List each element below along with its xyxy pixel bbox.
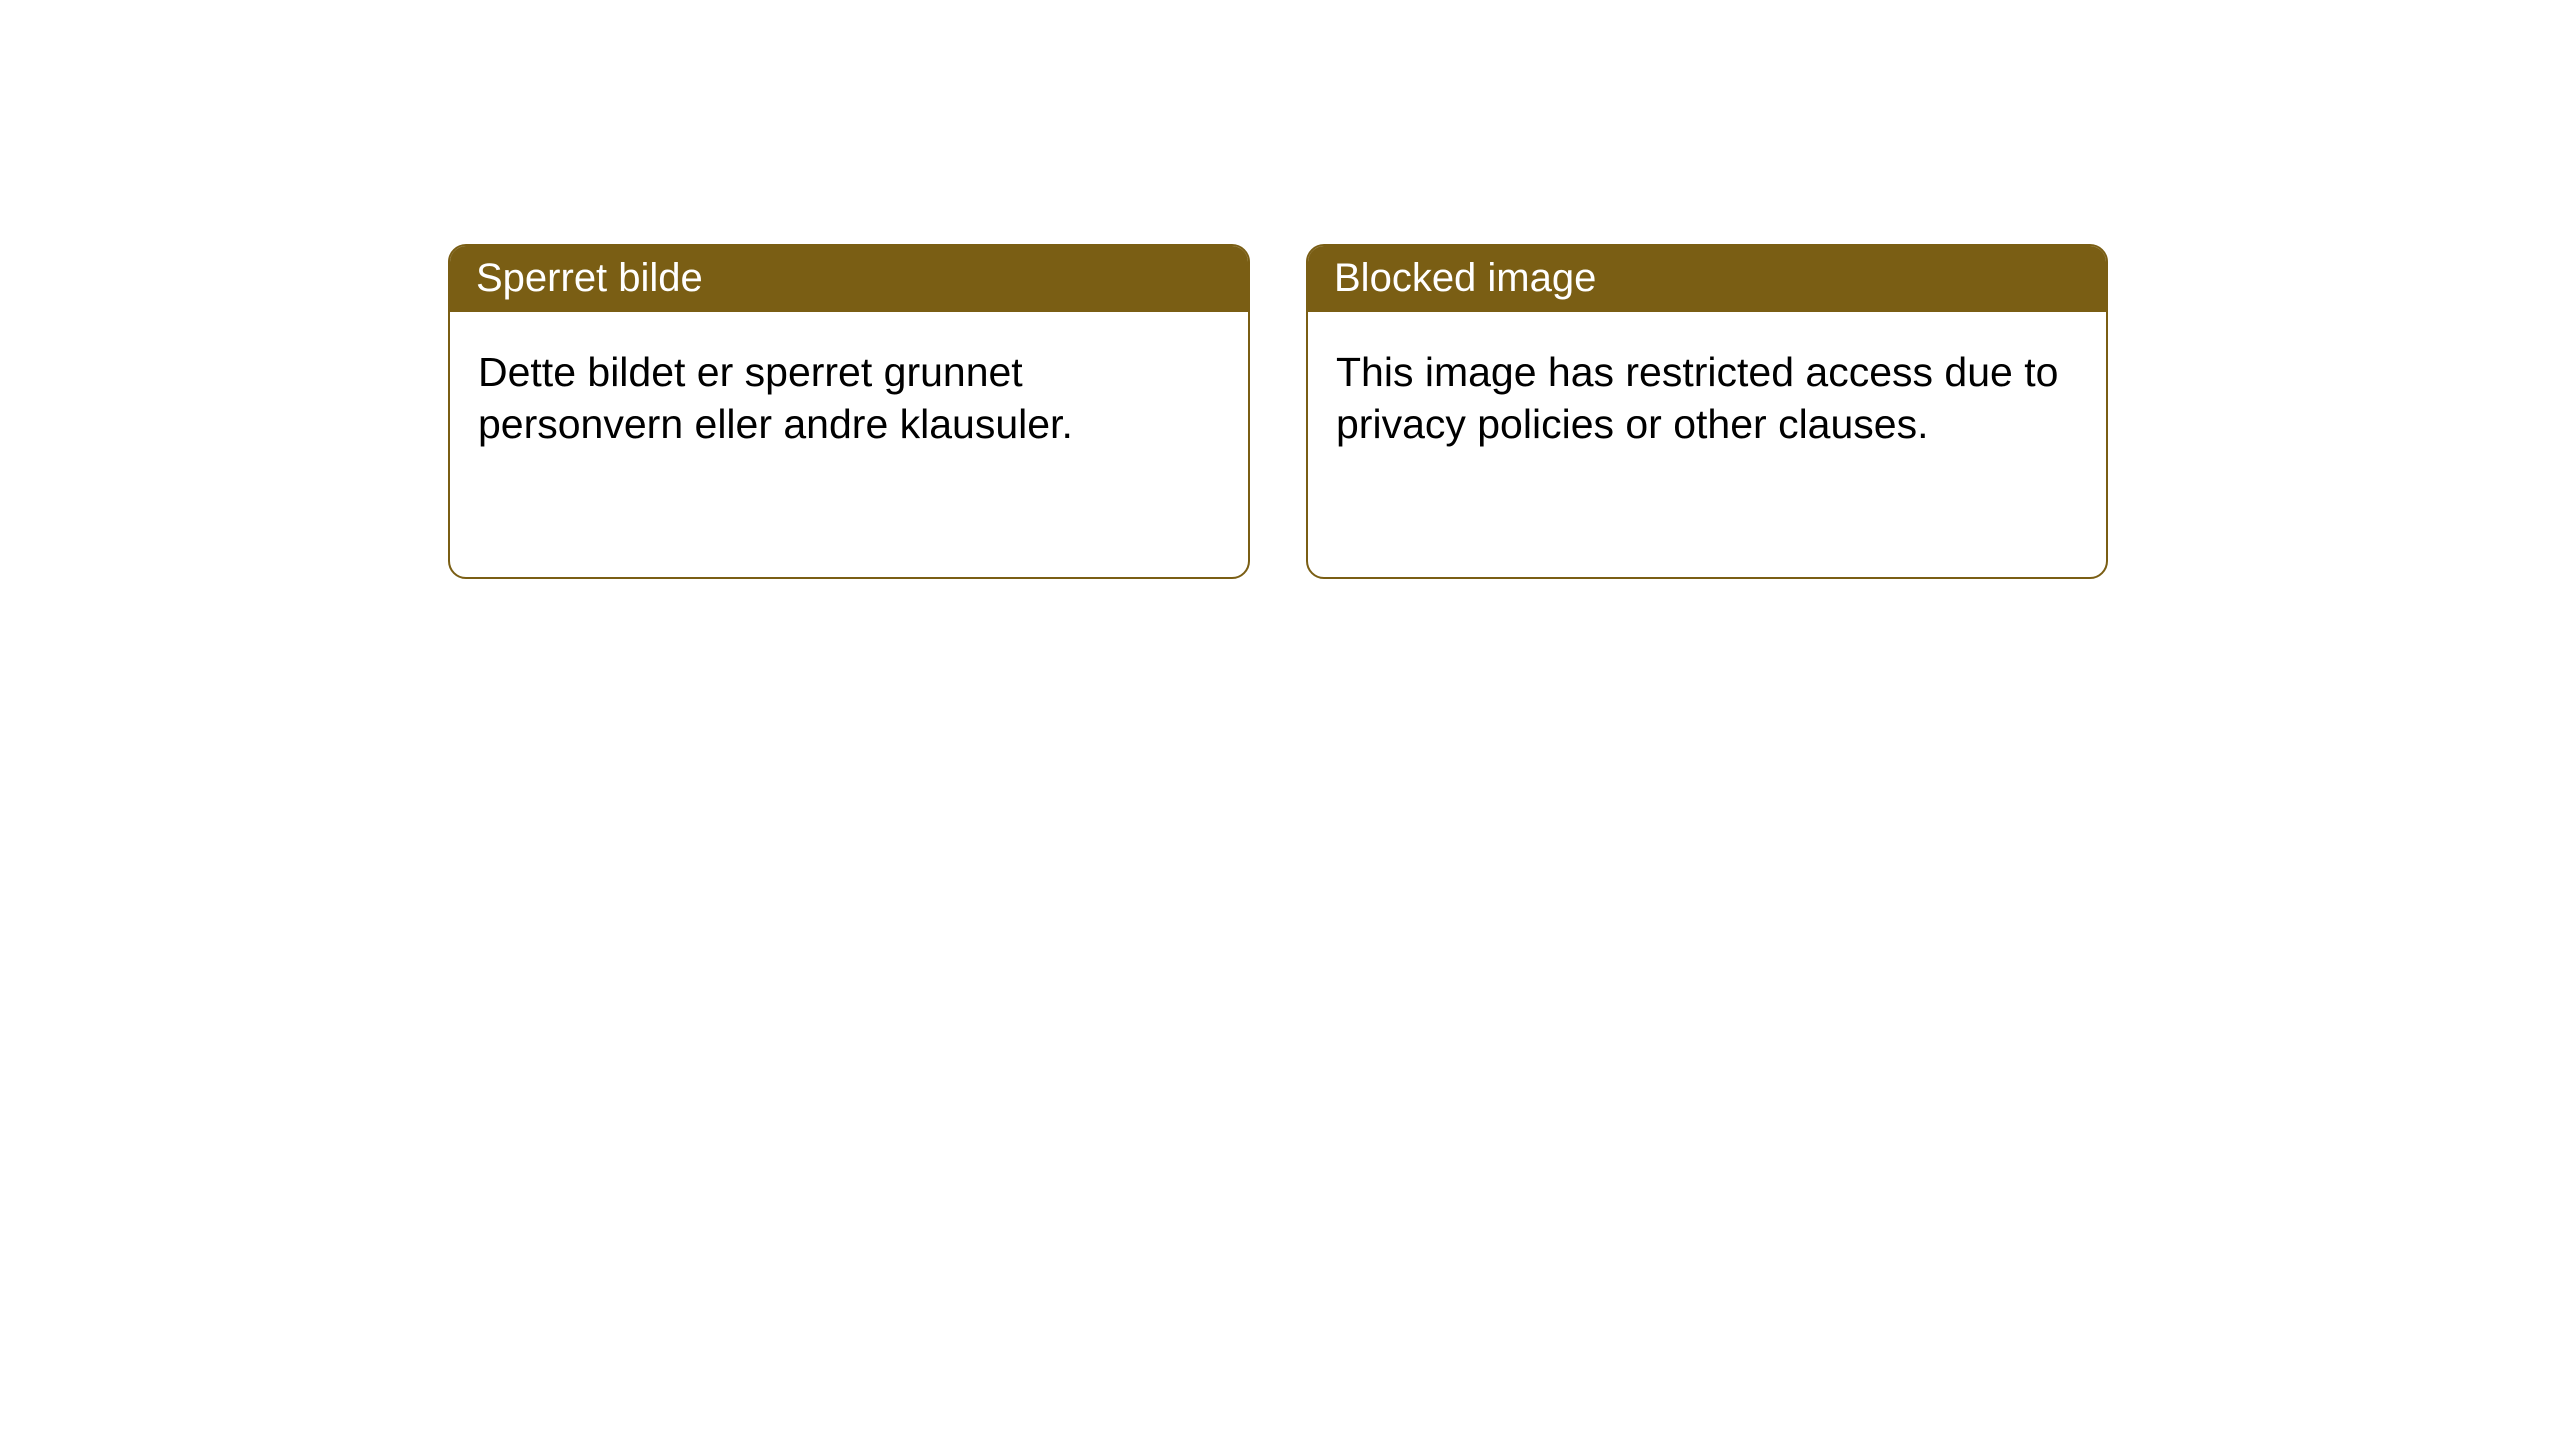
blocked-image-card-english: Blocked image This image has restricted …: [1306, 244, 2108, 579]
card-title: Sperret bilde: [476, 256, 703, 300]
card-body: This image has restricted access due to …: [1308, 312, 2106, 485]
blocked-image-notice-container: Sperret bilde Dette bildet er sperret gr…: [0, 0, 2560, 579]
card-header: Blocked image: [1308, 246, 2106, 312]
card-title: Blocked image: [1334, 256, 1596, 300]
blocked-image-card-norwegian: Sperret bilde Dette bildet er sperret gr…: [448, 244, 1250, 579]
card-header: Sperret bilde: [450, 246, 1248, 312]
card-body-text: This image has restricted access due to …: [1336, 349, 2058, 447]
card-body: Dette bildet er sperret grunnet personve…: [450, 312, 1248, 485]
card-body-text: Dette bildet er sperret grunnet personve…: [478, 349, 1073, 447]
